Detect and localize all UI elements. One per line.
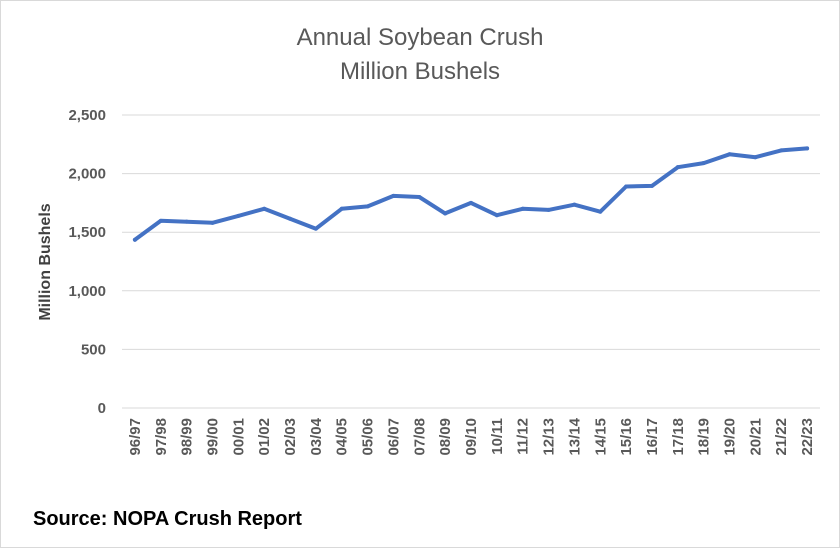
y-tick-label: 1,500	[68, 224, 106, 241]
data-point	[598, 209, 603, 214]
data-point	[158, 218, 163, 223]
x-tick-label: 13/14	[566, 417, 583, 455]
data-point	[572, 202, 577, 207]
data-point	[520, 206, 525, 211]
data-point	[701, 161, 706, 166]
data-point	[469, 200, 473, 205]
y-tick-label: 2,000	[68, 166, 106, 183]
x-tick-label: 98/99	[179, 418, 196, 456]
x-tick-label: 14/15	[592, 418, 609, 456]
data-point	[753, 155, 758, 160]
series-line	[132, 146, 810, 242]
x-tick-label: 12/13	[541, 418, 558, 456]
data-point	[262, 206, 267, 211]
x-tick-label: 21/22	[773, 418, 790, 456]
data-point	[365, 204, 370, 209]
data-point	[675, 165, 680, 170]
x-tick-label: 02/03	[282, 418, 299, 456]
data-point	[391, 193, 396, 198]
data-point	[443, 211, 448, 216]
x-tick-label: 03/04	[308, 417, 325, 455]
x-tick-label: 17/18	[670, 418, 687, 456]
data-point	[313, 226, 318, 231]
y-tick-label: 2,500	[68, 107, 106, 124]
x-tick-label: 10/11	[489, 418, 506, 455]
x-tick-label: 01/02	[256, 418, 273, 456]
data-point	[339, 206, 344, 211]
data-point	[779, 148, 784, 153]
source-note: Source: NOPA Crush Report	[33, 508, 302, 530]
data-point	[546, 207, 551, 212]
x-tick-label: 99/00	[204, 418, 221, 456]
x-tick-label: 97/98	[153, 418, 170, 456]
x-tick-label: 07/08	[411, 418, 428, 456]
y-tick-label: 0	[98, 400, 106, 417]
x-tick-label: 09/10	[463, 418, 480, 456]
data-point	[132, 237, 137, 242]
x-tick-label: 04/05	[334, 418, 351, 456]
gridlines	[122, 114, 820, 409]
data-point	[805, 146, 810, 151]
data-point	[210, 220, 215, 225]
x-tick-label: 08/09	[437, 418, 454, 456]
data-point	[649, 183, 654, 188]
data-point	[494, 213, 499, 218]
series-layer	[132, 146, 810, 242]
y-axis-ticks: 0 500 1,000 1,500 2,000 2,500	[68, 107, 106, 417]
x-tick-label: 06/07	[385, 418, 402, 456]
x-tick-label: 96/97	[127, 418, 144, 456]
x-tick-label: 20/21	[747, 418, 764, 456]
x-tick-label: 15/16	[618, 418, 635, 456]
x-tick-label: 05/06	[360, 418, 377, 456]
y-tick-label: 500	[81, 341, 106, 358]
x-tick-label: 16/17	[644, 418, 661, 456]
chart-title-line-1: Annual Soybean Crush	[297, 24, 544, 51]
x-tick-label: 19/20	[722, 418, 739, 456]
x-tick-label: 11/12	[515, 418, 532, 455]
data-point	[236, 213, 241, 218]
data-point	[288, 216, 293, 221]
data-point	[184, 219, 189, 224]
y-axis-title: Million Bushels	[37, 203, 54, 320]
y-tick-label: 1,000	[68, 283, 106, 300]
x-axis-ticks: 96/97 97/98 98/99 99/00 00/01 01/02 02/03 03/04…	[127, 417, 816, 455]
chart-title-line-2: Million Bushels	[340, 58, 500, 85]
data-point	[624, 184, 629, 189]
data-point	[727, 152, 732, 157]
x-tick-label: 18/19	[696, 418, 713, 456]
x-tick-label: 00/01	[230, 418, 247, 456]
data-point	[417, 195, 422, 200]
x-tick-label: 22/23	[799, 418, 816, 456]
